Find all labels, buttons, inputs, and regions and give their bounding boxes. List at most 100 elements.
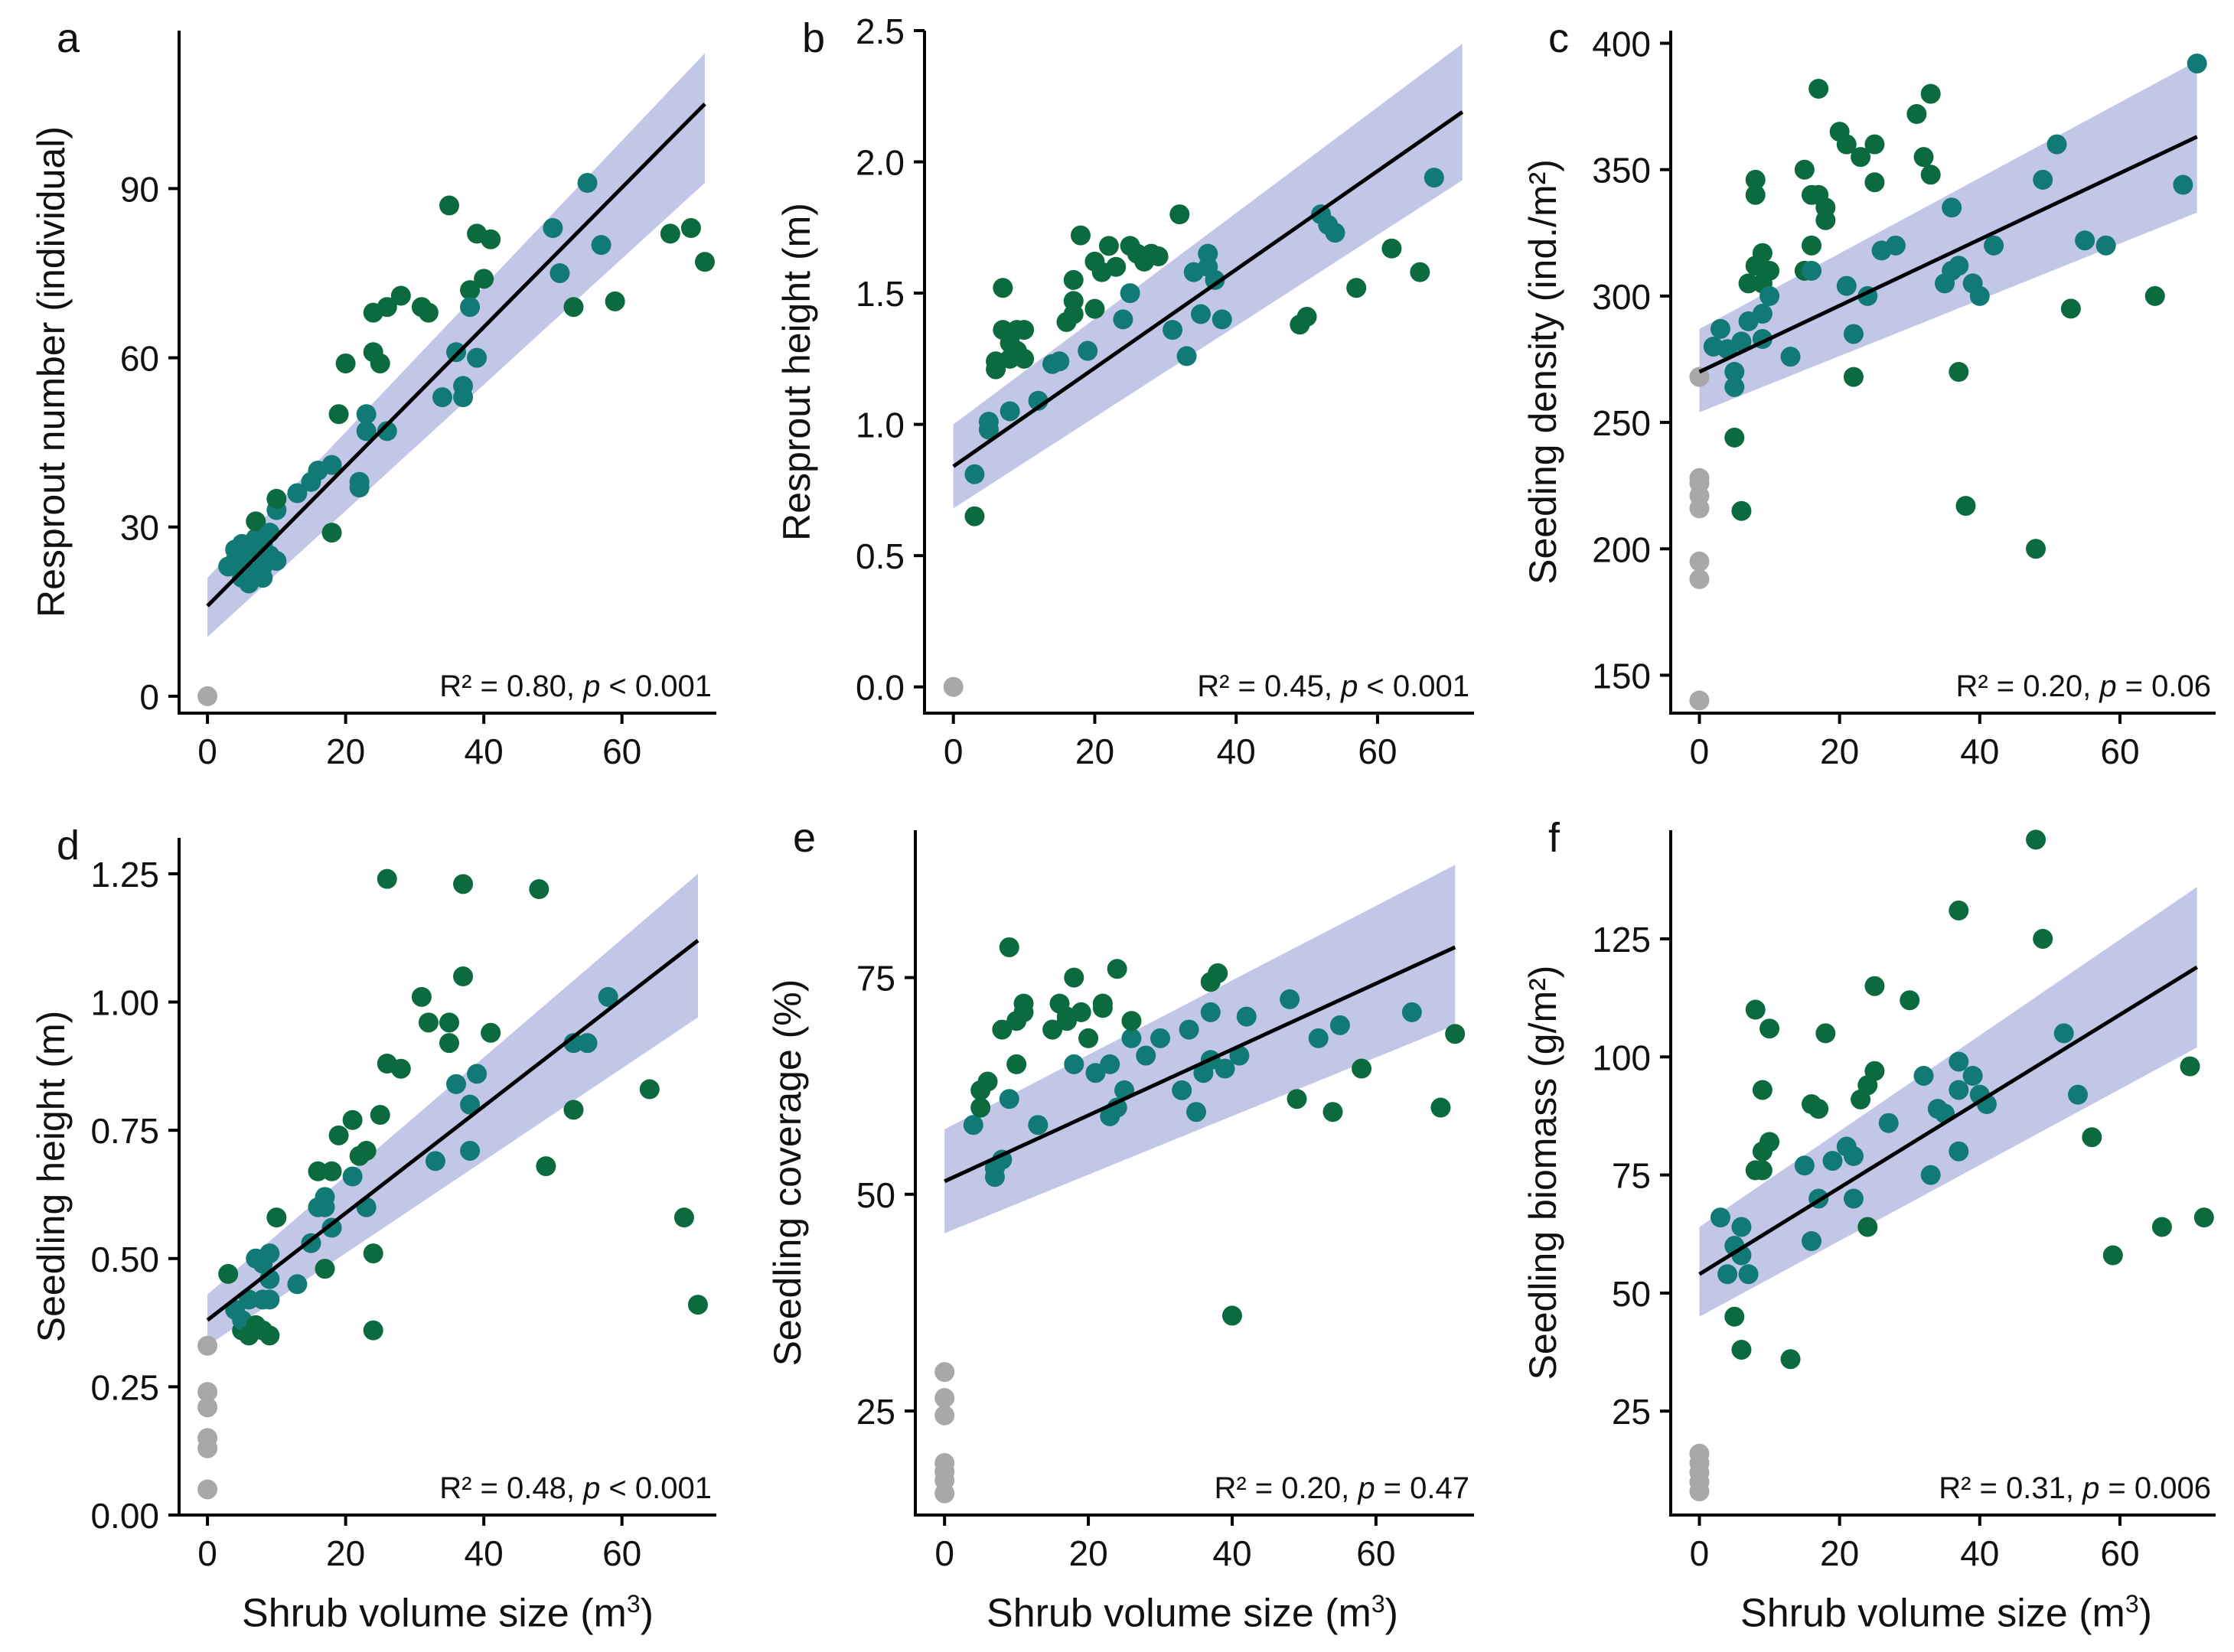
data-point [1808, 78, 1829, 99]
x-tick-label: 0 [944, 732, 964, 771]
data-point [1955, 496, 1976, 516]
data-point [2033, 928, 2053, 949]
data-point [1100, 1054, 1120, 1074]
data-point [1717, 1264, 1738, 1285]
y-axis-label: Resprout height (m) [775, 203, 818, 541]
x-tick-label: 60 [1358, 732, 1397, 771]
data-point [1724, 427, 1745, 448]
data-point [1063, 269, 1084, 290]
data-point [1085, 1063, 1106, 1083]
data-point [1802, 235, 1821, 256]
x-tick-label: 0 [1690, 1533, 1710, 1573]
data-point [1148, 246, 1169, 267]
data-point [1063, 291, 1084, 311]
y-tick-label: 100 [1592, 1038, 1651, 1077]
data-point [1780, 1349, 1801, 1370]
y-tick-label: 90 [120, 169, 159, 209]
data-point [1028, 1115, 1049, 1136]
zero-volume-point [197, 1382, 218, 1403]
data-point [1864, 172, 1885, 193]
stats-annotation: R² = 0.80, p < 0.001 [439, 670, 712, 703]
zero-volume-point [197, 1428, 218, 1448]
data-point [1308, 1028, 1329, 1048]
data-point [978, 412, 999, 432]
x-tick-label: 0 [197, 1533, 217, 1573]
y-tick-label: 30 [120, 508, 159, 548]
regression-line [944, 945, 1456, 1184]
data-point [1150, 1028, 1171, 1048]
data-point [1843, 1188, 1864, 1209]
data-point [1212, 309, 1232, 330]
data-point [467, 347, 488, 368]
data-point [1794, 159, 1815, 180]
data-point [2187, 53, 2207, 73]
data-point [321, 455, 342, 475]
data-point [1205, 269, 1225, 290]
data-point [1169, 204, 1190, 225]
data-point [460, 297, 481, 318]
data-point [1084, 298, 1105, 319]
data-point [1949, 362, 1969, 382]
data-point [2075, 230, 2095, 251]
data-point [1401, 1002, 1422, 1022]
x-axis-caption-c: Shrub volume size (m3) [1740, 1590, 2152, 1636]
x-tick-label: 60 [2100, 1533, 2139, 1573]
data-point [1221, 1305, 1242, 1326]
data-point [1724, 1306, 1745, 1327]
regression-line [952, 110, 1464, 468]
data-point [999, 1089, 1019, 1109]
data-point [1759, 1018, 1780, 1039]
data-point [563, 1100, 584, 1120]
data-point [349, 471, 370, 492]
stats-annotation: R² = 0.20, p = 0.06 [1955, 670, 2211, 703]
data-point [1780, 347, 1801, 367]
data-point [1236, 1006, 1257, 1027]
data-point [1098, 236, 1119, 256]
data-point [328, 404, 349, 425]
data-point [1759, 285, 1780, 306]
data-point [1731, 1217, 1752, 1237]
panel-letter: a [57, 15, 80, 61]
panel-letter: c [1548, 15, 1569, 61]
x-tick-label: 20 [1068, 1533, 1107, 1573]
y-axis-label: Seedling biomass (g/m²) [1521, 966, 1564, 1380]
data-point [467, 1064, 488, 1084]
panel-f: 25 50 75 100 125 0 20 40 60 f Seedling biomass (g/… [1521, 815, 2216, 1573]
data-point [390, 285, 411, 306]
zero-volume-point [197, 1479, 218, 1500]
data-point [1064, 1054, 1084, 1074]
zero-volume-point [934, 1362, 955, 1383]
data-point [970, 1097, 991, 1118]
data-point [432, 387, 452, 408]
y-tick-label: 150 [1592, 656, 1651, 696]
data-point [1900, 990, 1920, 1011]
data-point [1186, 1102, 1206, 1123]
data-point [1836, 134, 1857, 155]
stats-annotation: R² = 0.20, p = 0.47 [1214, 1471, 1469, 1505]
y-tick-label: 1.25 [90, 855, 159, 894]
y-tick-label: 125 [1592, 920, 1651, 960]
panel-letter: f [1548, 815, 1561, 861]
data-point [342, 1109, 363, 1130]
data-point [536, 1156, 556, 1177]
data-point [266, 1207, 287, 1228]
data-point [481, 229, 501, 249]
data-point [1710, 1207, 1730, 1228]
panel-c: 150 200 250 300 350 400 0 20 40 60 c Seeding densit… [1521, 15, 2216, 771]
data-point [1092, 993, 1113, 1014]
x-tick-label: 40 [1960, 1533, 1999, 1573]
data-point [605, 291, 625, 311]
data-point [460, 280, 481, 301]
data-point [1381, 238, 1402, 259]
data-point [1346, 278, 1367, 298]
data-point [1014, 320, 1035, 341]
stats-annotation: R² = 0.31, p = 0.006 [1939, 1471, 2211, 1505]
data-point [1962, 1065, 1983, 1086]
y-tick-label: 0.75 [90, 1111, 159, 1151]
zero-volume-point [1689, 690, 1710, 711]
y-tick-label: 400 [1592, 24, 1651, 64]
data-point [1808, 1099, 1829, 1119]
confidence-band [1699, 60, 2197, 412]
data-point [1208, 963, 1228, 983]
data-point [246, 511, 266, 532]
